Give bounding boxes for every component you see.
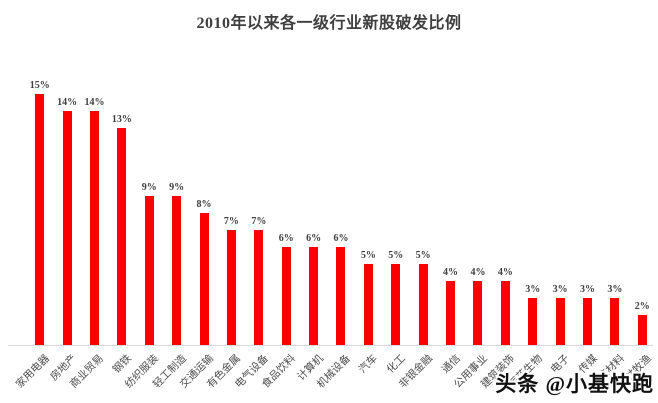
bar-column: 13% [108,58,135,345]
bar-value-label: 3% [552,284,568,295]
bar-value-label: 4% [443,267,459,278]
bar-value-label: 8% [196,199,212,210]
bar-value-label: 4% [470,267,486,278]
bar [528,298,538,345]
bar-column: 3% [574,58,601,345]
bar [637,315,647,345]
bar-column: 14% [81,58,108,345]
bar [473,281,483,345]
bar [446,281,456,345]
bar-column: 7% [245,58,272,345]
plot-area: 15% 14% 14% 13% 9% 9% 8% 7% 7% 6% 6% 6% 5% 5% 5% 4% 4% 4%… [26,58,656,345]
bar-value-label: 14% [57,97,78,108]
bar-value-label: 9% [141,182,157,193]
bar [363,264,373,345]
bar-column: 9% [136,58,163,345]
bar-value-label: 2% [634,301,650,312]
bar [117,128,127,345]
bar-column: 3% [519,58,546,345]
bar [62,111,72,345]
bar-column: 8% [190,58,217,345]
bar-column: 4% [492,58,519,345]
bar-column: 4% [464,58,491,345]
bar-column: 2% [629,58,656,345]
bar-column: 3% [546,58,573,345]
bar [391,264,401,345]
bar-value-label: 6% [278,233,294,244]
bar [89,111,99,345]
bar-column: 5% [355,58,382,345]
bar-value-label: 13% [111,114,132,125]
bar-value-label: 7% [223,216,239,227]
bar [555,298,565,345]
bar-column: 6% [300,58,327,345]
bar-value-label: 5% [388,250,404,261]
bar-column: 6% [273,58,300,345]
bar-column: 4% [437,58,464,345]
bar-column: 14% [53,58,80,345]
bar [199,213,209,345]
chart-title: 2010年以来各一级行业新股破发比例 [196,15,462,32]
bar-value-label: 9% [169,182,185,193]
bar [254,230,264,345]
bar [336,247,346,345]
bar [309,247,319,345]
bar [500,281,510,345]
bar-value-label: 3% [607,284,623,295]
bar-value-label: 6% [306,233,322,244]
bar-value-label: 3% [580,284,595,295]
bar-value-label: 5% [415,250,431,261]
bar-column: 6% [327,58,354,345]
bar-value-label: 5% [360,250,376,261]
bar-value-label: 15% [29,80,50,91]
bar [281,247,291,345]
x-axis-line [8,345,653,346]
bar-column: 3% [601,58,628,345]
bar [144,196,154,345]
bar-value-label: 6% [333,233,349,244]
bar-value-label: 14% [84,97,105,108]
bar-value-label: 7% [251,216,267,227]
bar-column: 7% [218,58,245,345]
bar [610,298,620,345]
bar-value-label: 4% [497,267,513,278]
bar-value-label: 3% [525,284,541,295]
bar [418,264,428,345]
bar [35,94,45,345]
bar [583,298,592,345]
bar-column: 5% [382,58,409,345]
bar-column: 5% [409,58,436,345]
bar [226,230,236,345]
watermark: 头条 @小基快跑 [495,372,654,396]
bar-column: 15% [26,58,53,345]
bar [172,196,182,345]
bar-column: 9% [163,58,190,345]
